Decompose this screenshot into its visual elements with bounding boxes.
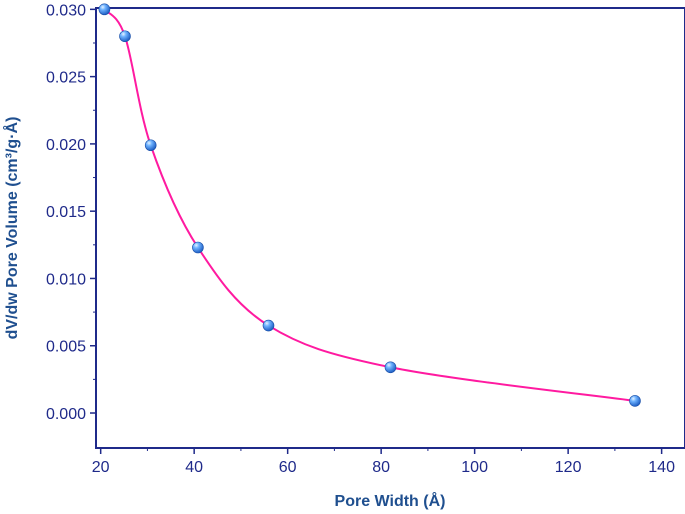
x-tick-label: 40 [185, 459, 203, 476]
data-point [384, 361, 397, 374]
data-point [98, 3, 111, 16]
x-tick-label: 100 [461, 459, 488, 476]
data-point [192, 241, 204, 254]
x-tick-label: 60 [279, 459, 297, 476]
y-axis-title: dV/dw Pore Volume (cm³/g·Å) [2, 117, 21, 340]
data-point [119, 30, 131, 43]
y-tick-label: 0.030 [46, 2, 86, 19]
data-point [629, 395, 641, 407]
series-line [103, 8, 636, 402]
data-point [262, 319, 275, 332]
y-axis: 0.000 0.005 0.010 0.015 0.020 0.025 0.030 [46, 2, 96, 423]
y-tick-label: 0.025 [46, 70, 86, 87]
x-tick-label: 80 [372, 459, 390, 476]
x-tick-label: 140 [648, 459, 675, 476]
x-axis-title: Pore Width (Å) [335, 491, 446, 510]
y-tick-label: 0.015 [46, 204, 86, 221]
x-tick-label: 120 [555, 459, 582, 476]
y-tick-label: 0.010 [46, 271, 86, 288]
y-tick-label: 0.020 [46, 137, 86, 154]
y-tick-label: 0.005 [46, 339, 86, 356]
plot-frame [95, 7, 685, 449]
x-tick-label: 20 [92, 459, 110, 476]
x-axis: 20 40 60 80 100 120 140 [92, 448, 675, 476]
y-tick-label: 0.000 [46, 406, 86, 423]
data-markers [98, 3, 641, 407]
data-point [144, 139, 157, 152]
